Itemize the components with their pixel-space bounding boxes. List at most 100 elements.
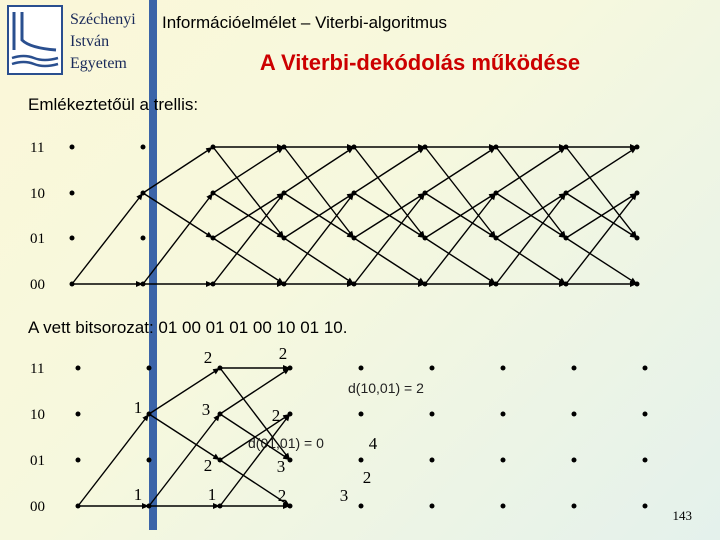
branch bbox=[424, 237, 497, 285]
logo-line: Egyetem bbox=[70, 55, 127, 72]
branch bbox=[219, 413, 291, 461]
branch bbox=[353, 237, 426, 285]
node bbox=[500, 365, 506, 371]
branch bbox=[219, 459, 291, 507]
node bbox=[146, 365, 152, 371]
course-title: Információelmélet – Viterbi-algoritmus bbox=[162, 13, 447, 32]
node bbox=[75, 411, 81, 417]
branch bbox=[495, 192, 567, 239]
path-metric: 2 bbox=[363, 468, 372, 487]
state-label: 00 bbox=[30, 499, 45, 515]
state-label: 11 bbox=[30, 140, 44, 156]
node bbox=[429, 411, 435, 417]
slide-title: A Viterbi-dekódolás működése bbox=[260, 50, 580, 75]
node bbox=[287, 365, 293, 371]
divider-bar bbox=[149, 0, 157, 530]
node bbox=[69, 144, 75, 150]
node bbox=[634, 281, 640, 287]
branch bbox=[212, 192, 285, 239]
state-label: 00 bbox=[30, 277, 45, 293]
node bbox=[429, 365, 435, 371]
branch bbox=[495, 192, 567, 285]
branch bbox=[353, 146, 426, 239]
branch bbox=[353, 146, 426, 194]
logo-line: Széchenyi bbox=[70, 11, 136, 28]
branch bbox=[212, 237, 285, 285]
branch bbox=[353, 192, 426, 239]
page-number: 143 bbox=[673, 508, 693, 523]
node bbox=[642, 503, 648, 509]
node bbox=[571, 503, 577, 509]
node bbox=[642, 457, 648, 463]
state-label: 11 bbox=[30, 361, 44, 377]
branch bbox=[142, 146, 214, 194]
branch bbox=[148, 367, 221, 415]
branch bbox=[424, 146, 497, 239]
path-metric: 2 bbox=[278, 486, 287, 505]
branch bbox=[495, 146, 567, 239]
branch bbox=[219, 367, 291, 415]
branch bbox=[148, 413, 221, 507]
branch bbox=[71, 192, 144, 285]
annotation: d(01,01) = 0 bbox=[248, 435, 324, 451]
branch bbox=[283, 237, 355, 285]
branch bbox=[219, 367, 291, 461]
branch bbox=[77, 413, 150, 507]
node bbox=[634, 235, 640, 241]
branch bbox=[283, 146, 355, 239]
branch bbox=[148, 413, 221, 461]
branch bbox=[565, 146, 638, 239]
branch bbox=[424, 192, 497, 285]
branch bbox=[565, 146, 638, 194]
node bbox=[146, 457, 152, 463]
state-label: 01 bbox=[30, 231, 45, 247]
node bbox=[634, 190, 640, 196]
node bbox=[287, 457, 293, 463]
node bbox=[358, 365, 364, 371]
path-metric: 3 bbox=[340, 486, 349, 505]
caption: A vett bitsorozat: 01 00 01 01 00 10 01 … bbox=[28, 318, 347, 337]
path-metric: 2 bbox=[204, 456, 213, 475]
node bbox=[500, 503, 506, 509]
node bbox=[75, 457, 81, 463]
node bbox=[429, 457, 435, 463]
branch bbox=[212, 192, 285, 285]
node bbox=[358, 457, 364, 463]
branch bbox=[219, 413, 291, 507]
branch bbox=[424, 146, 497, 194]
node bbox=[358, 411, 364, 417]
branch bbox=[424, 192, 497, 239]
node bbox=[500, 457, 506, 463]
path-metric: 3 bbox=[277, 457, 286, 476]
path-metric: 2 bbox=[204, 348, 213, 367]
state-label: 01 bbox=[30, 453, 45, 469]
branch bbox=[495, 146, 567, 194]
node bbox=[287, 503, 293, 509]
branch bbox=[142, 192, 214, 285]
node bbox=[358, 503, 364, 509]
state-label: 10 bbox=[30, 407, 45, 423]
branch bbox=[565, 192, 638, 239]
path-metric: 3 bbox=[202, 400, 211, 419]
logo-line: István bbox=[70, 33, 109, 50]
branch bbox=[353, 192, 426, 285]
logo: Széchenyi István Egyetem bbox=[7, 5, 136, 75]
node bbox=[287, 411, 293, 417]
path-metric: 2 bbox=[279, 344, 288, 363]
branch bbox=[565, 192, 638, 285]
node bbox=[642, 411, 648, 417]
branch bbox=[495, 237, 567, 285]
annotation: d(10,01) = 2 bbox=[348, 380, 424, 396]
node bbox=[140, 144, 146, 150]
node bbox=[571, 365, 577, 371]
node bbox=[69, 190, 75, 196]
branch bbox=[142, 192, 214, 239]
branch bbox=[283, 192, 355, 285]
branch bbox=[283, 146, 355, 194]
node bbox=[69, 235, 75, 241]
node bbox=[500, 411, 506, 417]
node bbox=[75, 365, 81, 371]
path-metric: 1 bbox=[208, 485, 217, 504]
